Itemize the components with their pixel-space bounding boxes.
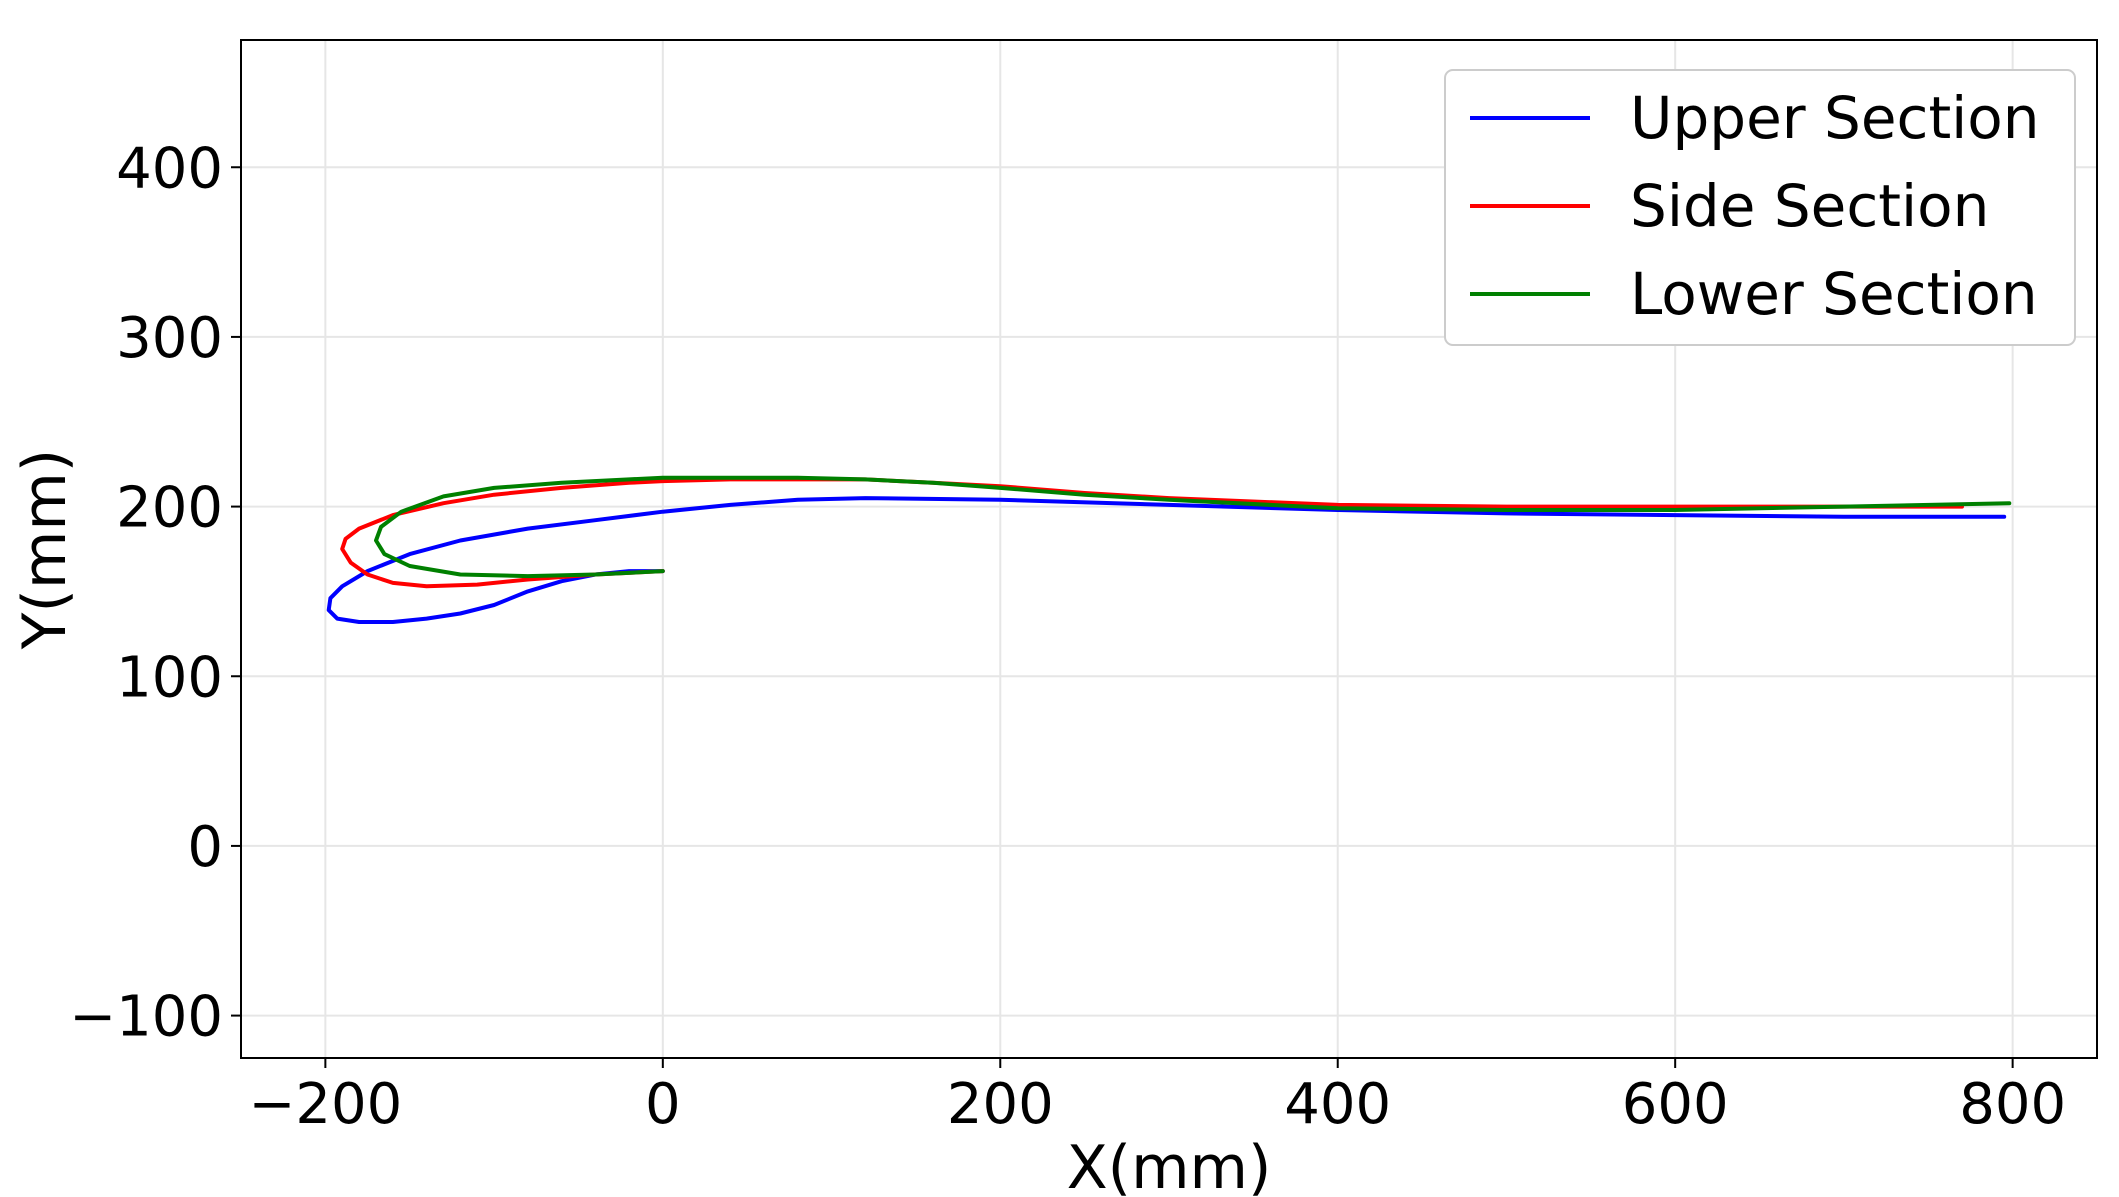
series-line-upper-section [326, 496, 2007, 624]
x-tick-label: 600 [1622, 1072, 1729, 1137]
y-tick-label: 100 [116, 645, 223, 710]
y-axis-title: Y(mm) [10, 449, 80, 650]
y-tick-label: 0 [187, 815, 223, 880]
legend: Upper Section Side Section Lower Section [1444, 69, 2076, 346]
x-tick-label: −200 [248, 1072, 402, 1137]
x-tick-label: 200 [947, 1072, 1054, 1137]
plot-frame [240, 39, 2098, 1059]
y-tick-label: 200 [116, 476, 223, 541]
x-axis-title: X(mm) [1067, 1133, 1272, 1197]
x-tick-label: 800 [1959, 1072, 2066, 1137]
y-tick-label: 400 [116, 136, 223, 201]
axis-ticks: −200 0 200 400 600 800 −100 0 100 200 300 400 [69, 136, 2066, 1137]
x-tick-label: 0 [645, 1072, 681, 1137]
series-line-side-section [340, 477, 1964, 589]
y-tick-label: 300 [116, 306, 223, 371]
series-lines [326, 475, 2012, 624]
legend-label: Lower Section [1630, 260, 2038, 328]
legend-box [1444, 69, 2076, 346]
y-tick-label: −100 [69, 985, 223, 1050]
series-line-lower-section [374, 475, 2012, 579]
legend-label: Upper Section [1630, 84, 2040, 152]
x-tick-label: 400 [1284, 1072, 1391, 1137]
legend-label: Side Section [1630, 172, 1989, 240]
